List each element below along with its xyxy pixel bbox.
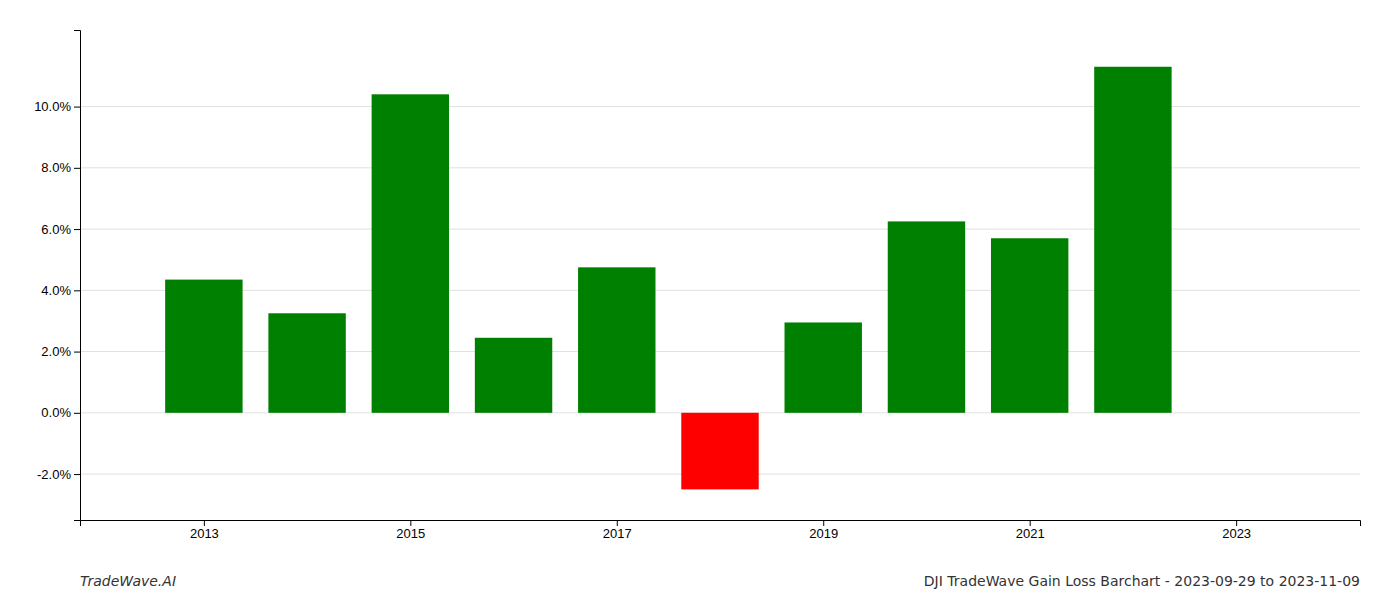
y-tick: 4.0% — [41, 283, 80, 298]
y-tick-mark — [74, 474, 80, 475]
y-tick-mark — [74, 290, 80, 291]
x-tick: 2017 — [603, 520, 632, 541]
x-tick-mark — [204, 520, 205, 526]
y-axis-line — [74, 31, 81, 521]
x-tick-label: 2023 — [1222, 526, 1251, 541]
x-tick: 2013 — [190, 520, 219, 541]
y-tick-mark — [74, 168, 80, 169]
x-tick: 2019 — [809, 520, 838, 541]
x-axis-line — [81, 521, 1361, 527]
bar — [268, 313, 345, 413]
y-tick-label: 2.0% — [41, 344, 71, 359]
footer-left: TradeWave.AI — [80, 573, 176, 589]
x-tick-mark — [617, 520, 618, 526]
bars — [165, 67, 1171, 490]
x-axis: 2013 2015 2017 2019 2021 2023 — [81, 520, 1361, 541]
bar — [1094, 67, 1171, 413]
bar — [578, 267, 655, 412]
x-tick: 2021 — [1016, 520, 1045, 541]
x-tick-mark — [1236, 520, 1237, 526]
y-tick: 10.0% — [34, 99, 80, 114]
x-tick-mark — [410, 520, 411, 526]
y-tick: -2.0% — [37, 467, 80, 482]
y-tick: 0.0% — [41, 405, 80, 420]
y-tick-mark — [74, 413, 80, 414]
y-tick-mark — [74, 107, 80, 108]
y-tick-label: 6.0% — [41, 222, 71, 237]
x-tick-label: 2021 — [1016, 526, 1045, 541]
x-tick-mark — [1030, 520, 1031, 526]
y-tick-label: 10.0% — [34, 99, 71, 114]
y-tick: 8.0% — [41, 160, 80, 175]
y-tick-mark — [74, 229, 80, 230]
x-tick: 2015 — [396, 520, 425, 541]
x-tick-label: 2017 — [603, 526, 632, 541]
y-tick-label: 0.0% — [41, 405, 71, 420]
y-axis: -2.0% 0.0% 2.0% 4.0% 6.0% 8.0% 10.0% — [34, 31, 80, 521]
y-tick-label: 8.0% — [41, 160, 71, 175]
plot-area: -2.0%0.0%2.0%4.0%6.0%8.0%10.0%2013201520… — [34, 31, 1360, 542]
bar — [681, 413, 758, 490]
chart: -2.0%0.0%2.0%4.0%6.0%8.0%10.0%2013201520… — [0, 0, 1400, 600]
y-tick: 2.0% — [41, 344, 80, 359]
x-tick-label: 2013 — [190, 526, 219, 541]
y-tick-mark — [74, 352, 80, 353]
bar — [372, 94, 449, 413]
y-tick-label: 4.0% — [41, 283, 71, 298]
footer-right: DJI TradeWave Gain Loss Barchart - 2023-… — [924, 573, 1360, 589]
x-tick: 2023 — [1222, 520, 1251, 541]
bar — [991, 238, 1068, 413]
y-tick: 6.0% — [41, 222, 80, 237]
bar — [165, 280, 242, 413]
bar — [888, 221, 965, 412]
x-tick-mark — [823, 520, 824, 526]
bar — [785, 322, 862, 412]
x-tick-label: 2015 — [396, 526, 425, 541]
x-tick-label: 2019 — [809, 526, 838, 541]
y-tick-label: -2.0% — [37, 467, 71, 482]
bar — [475, 338, 552, 413]
